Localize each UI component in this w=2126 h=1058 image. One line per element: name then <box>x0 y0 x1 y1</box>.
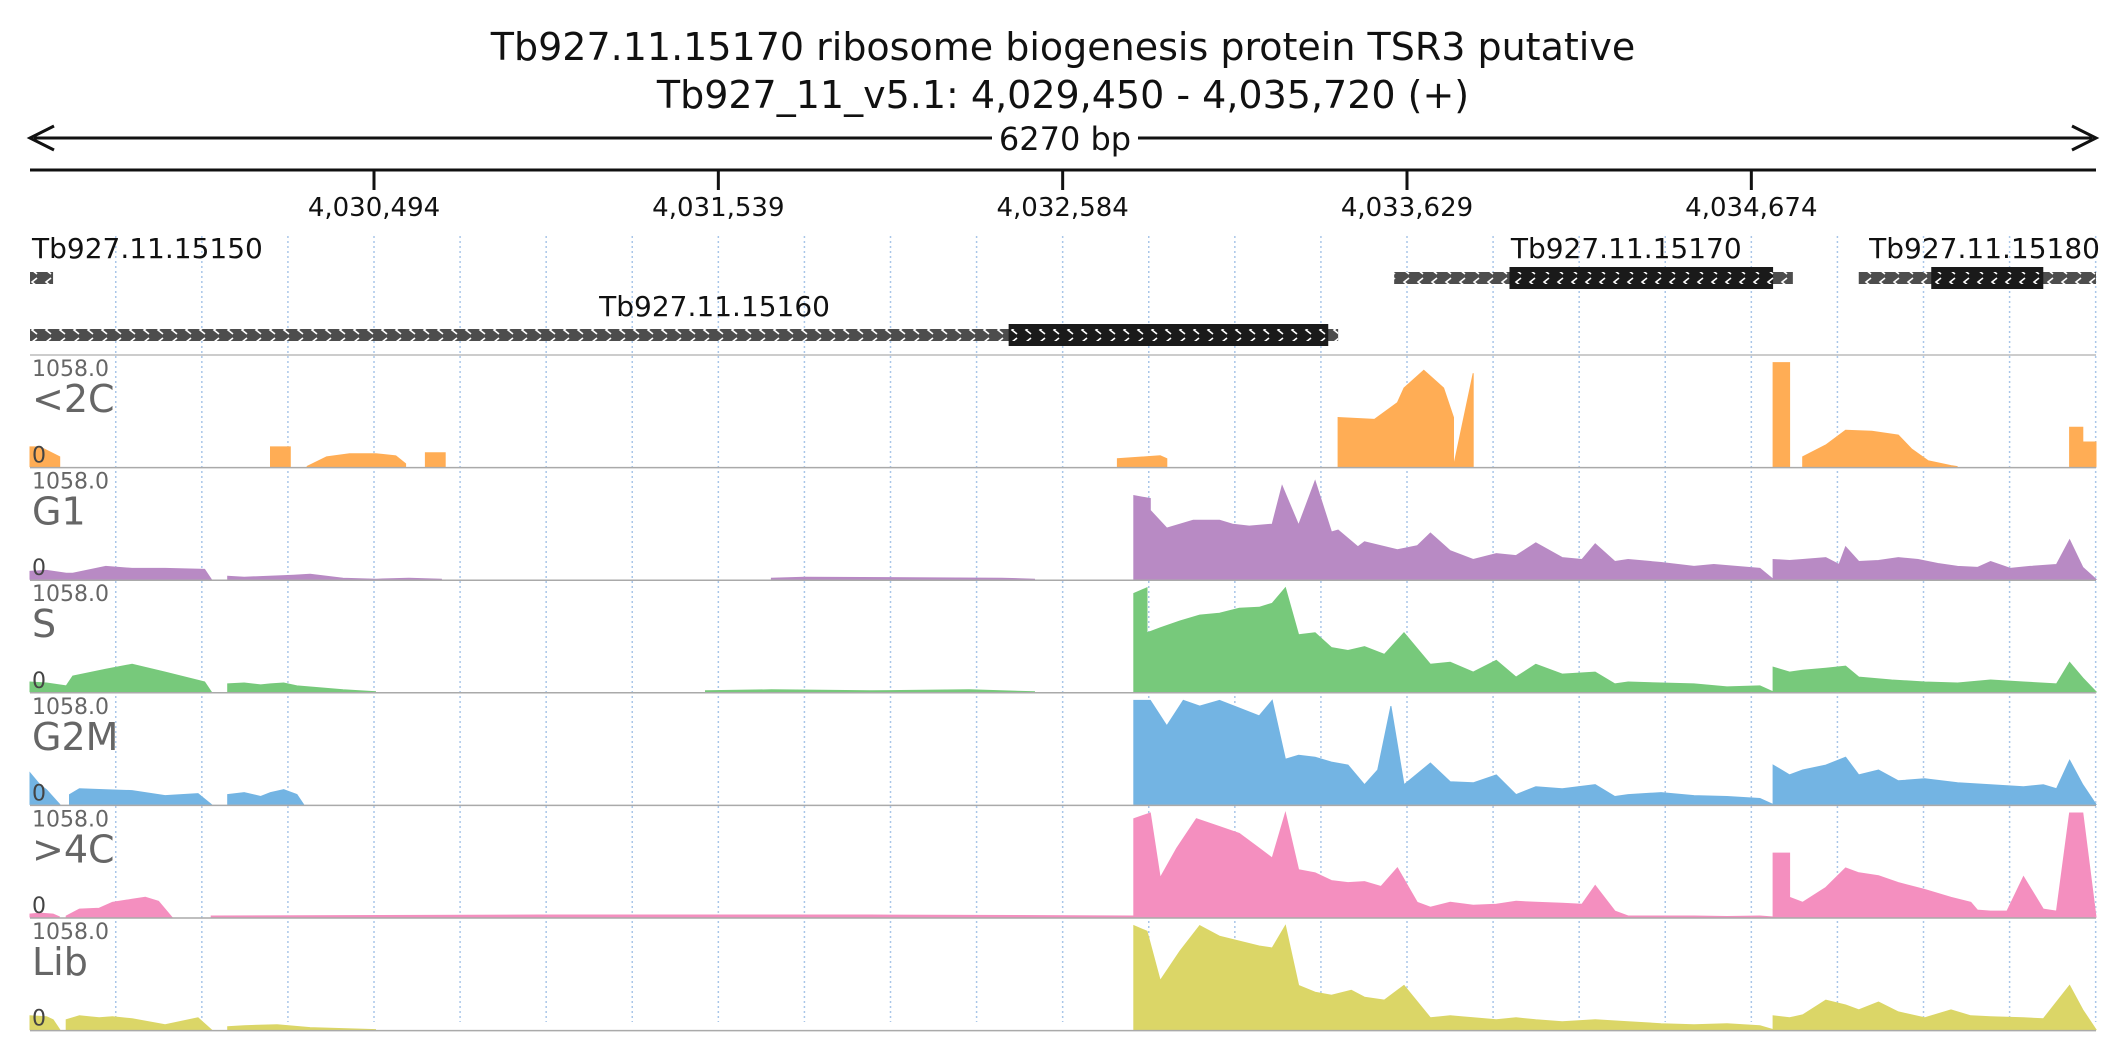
coverage-area <box>1133 924 1774 1031</box>
strand-chevrons <box>30 272 54 284</box>
coverage-area <box>1772 756 2097 805</box>
coverage-area <box>227 789 305 805</box>
coverage-area <box>29 912 60 918</box>
gene-label: Tb927.11.15170 <box>1510 232 1742 265</box>
coverage-track: 1058.0>4C 0 <box>29 807 2097 919</box>
track-max-label: 1058.0 <box>32 582 109 607</box>
x-tick-label: 4,030,494 <box>308 193 440 223</box>
coverage-area <box>270 446 291 468</box>
gene-model[interactable]: Tb927.11.15170 <box>1394 232 1793 289</box>
span-label: 6270 bp <box>999 120 1131 158</box>
strand-chevrons <box>1509 272 1774 284</box>
coverage-area <box>29 565 213 580</box>
track-max-label: 1058.0 <box>32 920 109 945</box>
coverage-track: 1058.0G1 0 <box>29 470 2098 581</box>
track-name: Lib <box>32 940 88 984</box>
track-min-label: 0 <box>32 556 46 581</box>
coverage-area <box>705 689 1036 693</box>
gene-label: Tb927.11.15180 <box>1868 232 2100 265</box>
coverage-area <box>1116 455 1168 468</box>
track-max-label: 1058.0 <box>32 357 109 382</box>
track-min-label: 0 <box>32 669 46 694</box>
coverage-area <box>1772 984 2097 1031</box>
track-min-label: 0 <box>32 1007 46 1032</box>
track-min-label: 0 <box>32 781 46 806</box>
track-max-label: 1058.0 <box>32 695 109 720</box>
coverage-area <box>2069 426 2097 468</box>
gene-layer: Tb927.11.15150 Tb927.11.15160 Tb927.11.151… <box>30 232 2100 356</box>
strand-chevrons <box>1008 329 1329 341</box>
coverage-area <box>1802 429 1958 468</box>
coverage-area <box>69 788 213 805</box>
x-tick-label: 4,031,539 <box>652 193 784 223</box>
gene-model[interactable]: Tb927.11.15180 <box>1858 232 2100 289</box>
coverage-area <box>227 573 442 580</box>
coverage-area <box>227 1024 377 1031</box>
coverage-area <box>29 771 61 805</box>
coverage-area <box>1133 586 1774 693</box>
track-max-label: 1058.0 <box>32 807 109 832</box>
coverage-area <box>1337 369 1474 468</box>
x-tick-label: 4,032,584 <box>997 193 1129 223</box>
coverage-area <box>306 453 407 468</box>
coverage-area <box>1133 811 1774 918</box>
tick-layer: 4,030,494 4,031,539 4,032,584 4,033,629 4,03… <box>308 170 1818 223</box>
gene-model[interactable]: Tb927.11.15150 <box>30 232 263 284</box>
coverage-area <box>1772 812 2097 918</box>
coordinate-axis: 4,030,494 4,031,539 4,032,584 4,033,629 4,03… <box>30 168 2096 223</box>
track-max-label: 1058.0 <box>32 470 109 495</box>
coverage-area <box>1133 699 1774 805</box>
coverage-area <box>210 914 1135 918</box>
gene-model[interactable]: Tb927.11.15160 <box>30 290 1339 346</box>
track-name: >4C <box>32 827 115 871</box>
chart-subtitle: Tb927_11_v5.1: 4,029,450 - 4,035,720 (+) <box>656 73 1469 117</box>
track-name: G1 <box>32 490 86 534</box>
coverage-area <box>424 452 446 468</box>
track-name: S <box>32 602 56 646</box>
coverage-area <box>29 1015 61 1031</box>
coverage-area <box>29 663 213 693</box>
strand-chevrons <box>1931 272 2044 284</box>
x-tick-label: 4,033,629 <box>1341 193 1473 223</box>
coverage-area <box>29 446 61 468</box>
coverage-area <box>1133 479 1775 580</box>
coverage-track: 1058.0S 0 <box>29 582 2098 694</box>
coverage-area <box>65 896 173 918</box>
chart-title: Tb927.11.15170 ribosome biogenesis prote… <box>490 25 1635 69</box>
span-arrow: 6270 bp <box>26 120 2100 158</box>
track-name: G2M <box>32 715 118 759</box>
coverage-area <box>1772 661 2098 693</box>
x-tick-label: 4,034,674 <box>1685 193 1817 223</box>
coverage-track: 1058.0<2C 0 <box>29 357 2097 469</box>
gene-label: Tb927.11.15150 <box>31 232 263 265</box>
coverage-area <box>1772 362 1791 468</box>
gene-label: Tb927.11.15160 <box>598 290 830 323</box>
track-min-label: 0 <box>32 444 46 469</box>
track-min-label: 0 <box>32 894 46 919</box>
coverage-area <box>227 682 377 693</box>
track-name: <2C <box>32 377 115 421</box>
track-layer: 1058.0<2C01058.0G101058.0S01058.0G2M0105… <box>29 357 2098 1032</box>
coverage-area <box>1772 538 2098 580</box>
coverage-area <box>770 576 1036 580</box>
coverage-area <box>65 1015 213 1031</box>
